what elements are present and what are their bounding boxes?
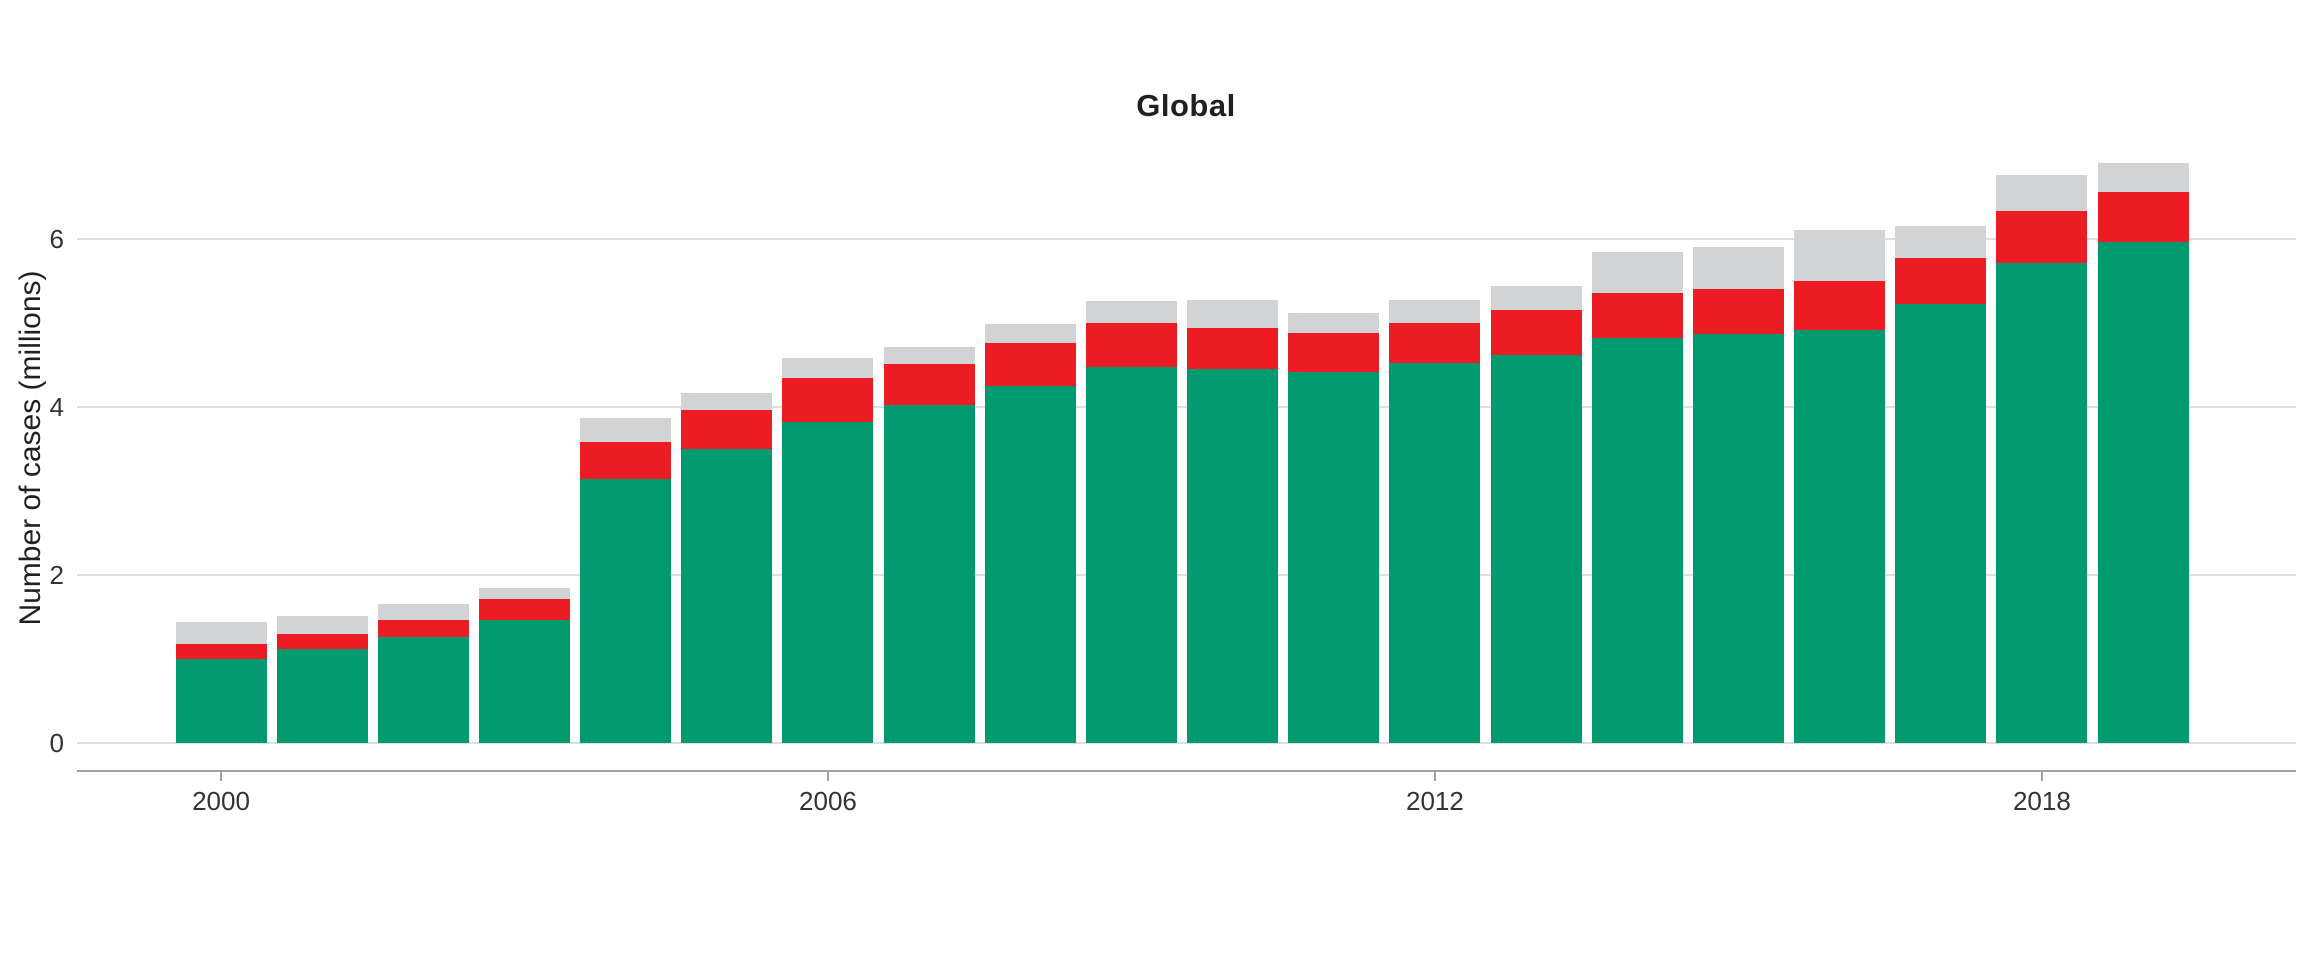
bar-2005-gray-top-segment	[681, 392, 773, 410]
bar-2019-red-middle-segment	[2097, 191, 2189, 242]
bar-2006-red-middle-segment	[782, 378, 874, 423]
bar-2017-gray-top-segment	[1895, 226, 1987, 259]
bar-2017-red-middle-segment	[1895, 258, 1987, 304]
bar-2011-gray-top-segment	[1288, 312, 1380, 334]
bar-2011-green-bottom-segment	[1288, 371, 1380, 743]
bar-2018-red-middle-segment	[1996, 211, 2088, 264]
bar-2009-red-middle-segment	[1085, 323, 1177, 367]
bar-2012-green-bottom-segment	[1389, 363, 1481, 743]
bar-2018-gray-top-segment	[1996, 175, 2088, 212]
bar-2002-red-middle-segment	[377, 620, 469, 638]
bar-2018-green-bottom-segment	[1996, 263, 2088, 743]
x-tick-label-2000: 2000	[192, 786, 250, 816]
y-tick-label-6: 6	[49, 224, 64, 254]
chart-title: Global	[1136, 88, 1236, 123]
x-axis-line	[77, 770, 2296, 772]
y-tick-label-0: 0	[49, 728, 64, 758]
bar-2017-green-bottom-segment	[1895, 303, 1987, 743]
bar-2000-gray-top-segment	[175, 622, 267, 644]
bar-2000-red-middle-segment	[175, 643, 267, 659]
bar-2001-gray-top-segment	[276, 616, 368, 634]
bar-2003-red-middle-segment	[478, 599, 570, 620]
bar-2001-red-middle-segment	[276, 633, 368, 649]
bar-2010-red-middle-segment	[1187, 328, 1279, 370]
bar-2014-gray-top-segment	[1591, 252, 1683, 293]
bar-2008-green-bottom-segment	[984, 386, 1076, 743]
bar-2004-gray-top-segment	[580, 417, 672, 443]
bar-2012-red-middle-segment	[1389, 323, 1481, 364]
bar-2016-gray-top-segment	[1794, 229, 1886, 281]
bar-2003-green-bottom-segment	[478, 619, 570, 743]
bar-2019-gray-top-segment	[2097, 162, 2189, 192]
bar-2000-green-bottom-segment	[175, 659, 267, 743]
bar-2007-gray-top-segment	[883, 347, 975, 365]
bar-2002-green-bottom-segment	[377, 637, 469, 743]
x-tick-2006	[826, 772, 829, 781]
bar-2013-gray-top-segment	[1490, 286, 1582, 311]
bar-2003-gray-top-segment	[478, 588, 570, 600]
bar-2014-red-middle-segment	[1591, 292, 1683, 339]
bar-2015-red-middle-segment	[1692, 288, 1784, 334]
bar-2006-gray-top-segment	[782, 358, 874, 379]
bar-2005-green-bottom-segment	[681, 449, 773, 743]
bar-2004-green-bottom-segment	[580, 479, 672, 743]
bar-2010-gray-top-segment	[1187, 300, 1279, 329]
bar-2016-red-middle-segment	[1794, 281, 1886, 330]
x-tick-label-2018: 2018	[2012, 786, 2071, 816]
y-tick-label-4: 4	[49, 392, 64, 422]
x-tick-2018	[2040, 772, 2043, 781]
bar-2007-red-middle-segment	[883, 364, 975, 406]
bar-2004-red-middle-segment	[580, 442, 672, 480]
bar-2015-gray-top-segment	[1692, 247, 1784, 289]
gridline-y-6	[77, 238, 2296, 240]
bar-2014-green-bottom-segment	[1591, 338, 1683, 743]
bar-2008-red-middle-segment	[984, 343, 1076, 386]
bar-2005-red-middle-segment	[681, 409, 773, 449]
bar-2008-gray-top-segment	[984, 323, 1076, 344]
x-tick-2000	[220, 772, 222, 781]
bar-2009-gray-top-segment	[1085, 301, 1177, 323]
bar-2001-green-bottom-segment	[276, 648, 368, 743]
bar-2012-gray-top-segment	[1389, 300, 1481, 323]
bar-2013-green-bottom-segment	[1490, 354, 1582, 743]
gridline-y-0	[77, 742, 2296, 744]
y-tick-label-2: 2	[49, 560, 64, 590]
bar-2016-green-bottom-segment	[1794, 329, 1886, 743]
bar-2007-green-bottom-segment	[883, 405, 975, 743]
bar-2015-green-bottom-segment	[1692, 333, 1784, 743]
gridline-y-4	[77, 406, 2296, 408]
x-tick-label-2012: 2012	[1405, 786, 1464, 816]
bar-2009-green-bottom-segment	[1085, 366, 1177, 743]
gridline-y-2	[77, 574, 2296, 576]
bar-2010-green-bottom-segment	[1187, 369, 1279, 743]
x-tick-2012	[1433, 772, 1436, 781]
bar-2011-red-middle-segment	[1288, 333, 1380, 372]
bar-2019-green-bottom-segment	[2097, 241, 2189, 743]
x-tick-label-2006: 2006	[799, 786, 857, 816]
bar-2002-gray-top-segment	[377, 603, 469, 621]
bar-2013-red-middle-segment	[1490, 310, 1582, 355]
bar-2006-green-bottom-segment	[782, 422, 874, 743]
